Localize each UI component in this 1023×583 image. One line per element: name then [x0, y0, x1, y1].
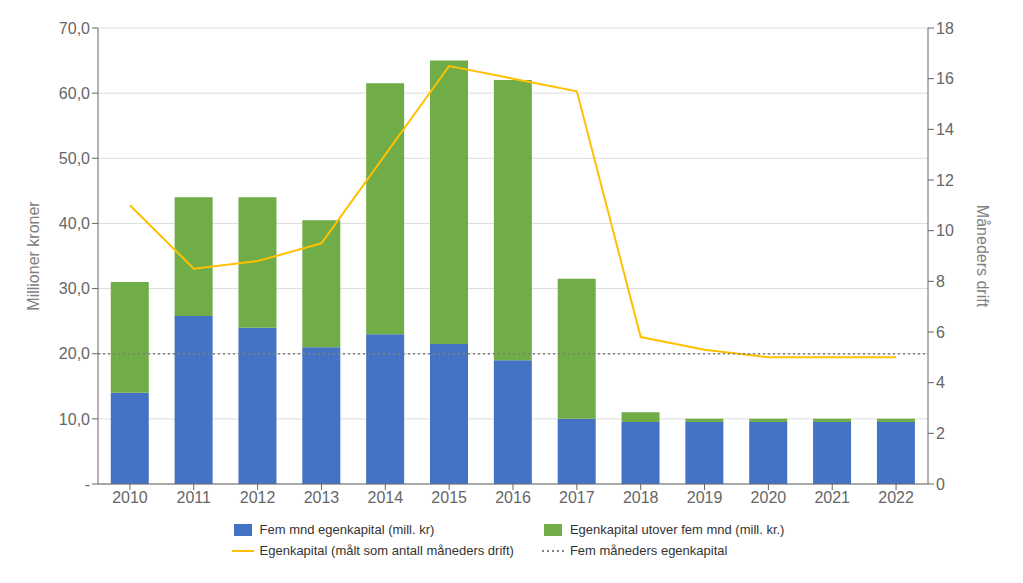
svg-text:2018: 2018: [623, 489, 659, 506]
svg-text:4: 4: [936, 374, 945, 391]
svg-text:10: 10: [936, 222, 954, 239]
svg-text:2011: 2011: [177, 489, 212, 506]
svg-text:2015: 2015: [431, 489, 467, 506]
svg-text:60,0: 60,0: [59, 85, 90, 102]
svg-text:2013: 2013: [304, 489, 340, 506]
html-text:Fem måneders egenkapital: Fem måneders egenkapital: [569, 543, 728, 558]
svg-text:12: 12: [936, 172, 954, 189]
svg-text:8: 8: [936, 273, 945, 290]
svg-text:70,0: 70,0: [59, 20, 90, 37]
svg-text:20,0: 20,0: [59, 345, 90, 362]
svg-text:Millioner kroner: Millioner kroner: [25, 201, 42, 311]
html-text:Egenkapital (målt som antall m: Egenkapital (målt som antall måneders dr…: [259, 543, 514, 558]
svg-text:2014: 2014: [368, 489, 404, 506]
svg-text:2017: 2017: [559, 489, 595, 506]
html-text:Fem mnd egenkapital (mill. kr): Fem mnd egenkapital (mill. kr): [259, 522, 435, 537]
svg-text:16: 16: [936, 70, 954, 87]
svg-text:10,0: 10,0: [59, 411, 90, 428]
svg-text:18: 18: [936, 20, 954, 37]
svg-text:14: 14: [936, 121, 954, 138]
html-text:Egenkapital utover fem mnd (mi: Egenkapital utover fem mnd (mill. kr.): [569, 522, 785, 537]
svg-text:2: 2: [936, 425, 945, 442]
svg-text:2016: 2016: [495, 489, 531, 506]
svg-text:2022: 2022: [878, 489, 914, 506]
svg-text:2010: 2010: [112, 489, 148, 506]
svg-text:30,0: 30,0: [59, 280, 90, 297]
svg-text:2012: 2012: [240, 489, 276, 506]
svg-text:2021: 2021: [814, 489, 850, 506]
svg-text:Måneders drift: Måneders drift: [974, 205, 991, 308]
svg-text:40,0: 40,0: [59, 215, 90, 232]
svg-text:50,0: 50,0: [59, 150, 90, 167]
svg-text:2020: 2020: [751, 489, 787, 506]
svg-text:2019: 2019: [687, 489, 723, 506]
svg-text:-: -: [85, 476, 90, 493]
svg-text:6: 6: [936, 324, 945, 341]
svg-text:0: 0: [936, 476, 945, 493]
